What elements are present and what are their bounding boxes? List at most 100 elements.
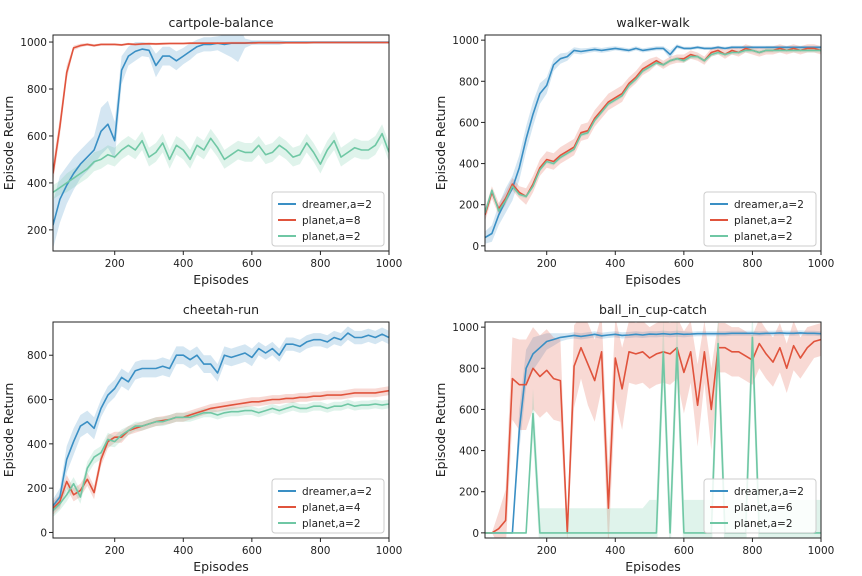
legend-label-3: planet,a=2: [302, 518, 361, 530]
x-tick-label: 200: [105, 545, 125, 557]
y-axis-label: Episode Return: [1, 383, 16, 478]
series-line-1: [485, 45, 821, 239]
x-tick-label: 400: [173, 545, 193, 557]
plot-frame: [484, 321, 822, 539]
x-tick-label: 800: [742, 258, 762, 270]
series-band-3: [485, 48, 821, 216]
panel-3: 200 400 600 800 1000 0 200 400 600 800 cheetah-run…: [1, 302, 402, 574]
legend: dreamer,a=2 planet,a=6 planet,a=2: [703, 478, 817, 534]
plot-area: [485, 44, 821, 244]
legend-box: [271, 191, 385, 247]
plot-frame: [52, 34, 390, 252]
series-line-2: [53, 41, 389, 174]
x-axis-label: Episodes: [193, 272, 249, 287]
panel-2: 200 400 600 800 1000 0 200 400 600 800 1000 walker-…: [433, 15, 834, 287]
y-tick-label: 1000: [452, 35, 479, 47]
panel-4: 200 400 600 800 1000 0 200 400 600 800 1000 ball_in…: [433, 302, 834, 574]
series-line-2: [485, 338, 821, 534]
series-line-1: [485, 332, 821, 534]
x-tick-label: 600: [674, 545, 694, 557]
y-tick-label: 1000: [452, 322, 479, 334]
x-axis-label: Episodes: [193, 559, 249, 574]
y-tick-label: 600: [459, 117, 479, 129]
legend-label-3: planet,a=2: [302, 231, 361, 243]
y-tick-label: 400: [27, 178, 47, 190]
chart-title: ball_in_cup-catch: [599, 302, 707, 317]
x-tick-label: 800: [310, 545, 330, 557]
legend-label-3: planet,a=2: [734, 231, 793, 243]
y-tick-label: 200: [459, 200, 479, 212]
y-tick-label: 0: [472, 241, 479, 253]
x-tick-label: 600: [242, 258, 262, 270]
y-tick-label: 400: [459, 446, 479, 458]
legend-label-2: planet,a=4: [302, 502, 361, 514]
x-tick-label: 1000: [808, 545, 835, 557]
x-axis-label: Episodes: [625, 559, 681, 574]
legend: dreamer,a=2 planet,a=2 planet,a=2: [703, 191, 817, 247]
x-tick-label: 200: [105, 258, 125, 270]
y-tick-label: 0: [472, 528, 479, 540]
y-tick-label: 200: [459, 487, 479, 499]
legend-label-2: planet,a=8: [302, 215, 361, 227]
series-band-1: [53, 326, 389, 513]
y-tick-label: 800: [27, 350, 47, 362]
plot-frame: [484, 34, 822, 252]
legend: dreamer,a=2 planet,a=4 planet,a=2: [271, 478, 385, 534]
series-band-3: [53, 399, 389, 517]
legend-box: [703, 191, 817, 247]
x-tick-label: 600: [674, 258, 694, 270]
plot-area: [53, 326, 389, 517]
series-line-3: [485, 49, 821, 214]
y-axis-label: Episode Return: [433, 383, 448, 478]
y-tick-label: 600: [27, 395, 47, 407]
y-axis-label: Episode Return: [433, 96, 448, 191]
plot-frame: [52, 321, 390, 539]
x-tick-label: 200: [537, 258, 557, 270]
series-line-3: [53, 132, 389, 193]
y-tick-label: 600: [459, 404, 479, 416]
legend-label-2: planet,a=6: [734, 502, 793, 514]
series-line-2: [53, 389, 389, 509]
series-band-3: [53, 124, 389, 200]
legend-label-1: dreamer,a=2: [734, 199, 804, 211]
x-axis-label: Episodes: [625, 272, 681, 287]
legend-label-1: dreamer,a=2: [734, 486, 804, 498]
y-tick-label: 200: [27, 483, 47, 495]
series-line-3: [53, 403, 389, 511]
x-tick-label: 400: [173, 258, 193, 270]
x-tick-label: 600: [242, 545, 262, 557]
y-tick-label: 800: [27, 84, 47, 96]
legend-box: [271, 478, 385, 534]
x-tick-label: 1000: [808, 258, 835, 270]
legend-label-1: dreamer,a=2: [302, 199, 372, 211]
y-tick-label: 200: [27, 225, 47, 237]
series-line-1: [53, 332, 389, 507]
plot-area: [53, 35, 389, 249]
x-tick-label: 800: [310, 258, 330, 270]
legend-box: [703, 478, 817, 534]
y-tick-label: 800: [459, 76, 479, 88]
x-tick-label: 400: [605, 258, 625, 270]
panel-1: 200 400 600 800 1000 200 400 600 800 1000 cartpole…: [1, 15, 402, 287]
legend-label-2: planet,a=2: [734, 215, 793, 227]
chart-title: walker-walk: [616, 15, 690, 30]
x-tick-label: 200: [537, 545, 557, 557]
chart-title: cheetah-run: [183, 302, 259, 317]
legend-label-3: planet,a=2: [734, 518, 793, 530]
x-tick-label: 800: [742, 545, 762, 557]
legend-label-1: dreamer,a=2: [302, 486, 372, 498]
legend: dreamer,a=2 planet,a=8 planet,a=2: [271, 191, 385, 247]
y-tick-label: 1000: [20, 37, 47, 49]
x-tick-label: 1000: [376, 258, 403, 270]
series-line-2: [485, 47, 821, 216]
x-tick-label: 1000: [376, 545, 403, 557]
y-tick-label: 800: [459, 363, 479, 375]
y-tick-label: 600: [27, 131, 47, 143]
chart-title: cartpole-balance: [168, 15, 273, 30]
x-tick-label: 400: [605, 545, 625, 557]
y-axis-label: Episode Return: [1, 96, 16, 191]
y-tick-label: 400: [459, 159, 479, 171]
y-tick-label: 400: [27, 439, 47, 451]
y-tick-label: 0: [40, 527, 47, 539]
